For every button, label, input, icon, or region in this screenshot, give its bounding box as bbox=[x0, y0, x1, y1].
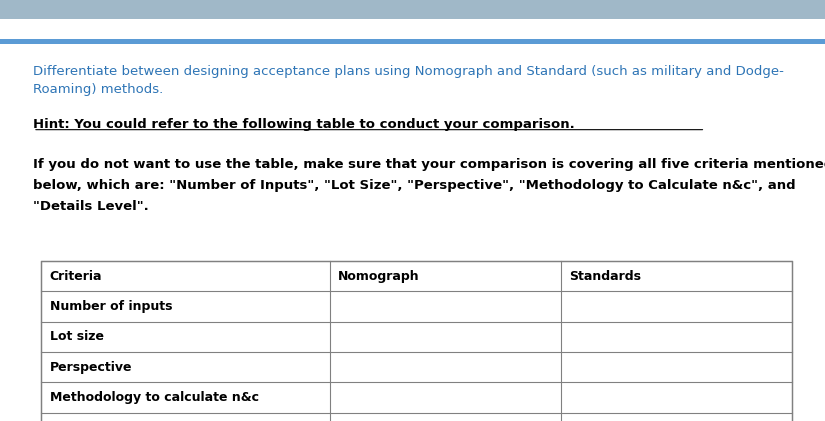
Text: Lot size: Lot size bbox=[50, 330, 103, 343]
Text: Perspective: Perspective bbox=[50, 361, 132, 373]
Text: below, which are: "Number of Inputs", "Lot Size", "Perspective", "Methodology to: below, which are: "Number of Inputs", "L… bbox=[33, 179, 795, 192]
Text: Differentiate between designing acceptance plans using Nomograph and Standard (s: Differentiate between designing acceptan… bbox=[33, 65, 784, 96]
Text: Number of inputs: Number of inputs bbox=[50, 300, 172, 313]
Text: Hint: You could refer to the following table to conduct your comparison.: Hint: You could refer to the following t… bbox=[33, 118, 575, 131]
Text: If you do not want to use the table, make sure that your comparison is covering : If you do not want to use the table, mak… bbox=[33, 158, 825, 171]
Text: "Details Level".: "Details Level". bbox=[33, 200, 148, 213]
Text: Nomograph: Nomograph bbox=[338, 270, 420, 282]
Bar bbox=[41, 261, 792, 421]
FancyBboxPatch shape bbox=[0, 0, 825, 19]
Text: Methodology to calculate n&c: Methodology to calculate n&c bbox=[50, 391, 258, 404]
FancyBboxPatch shape bbox=[0, 39, 825, 44]
Text: Standards: Standards bbox=[569, 270, 641, 282]
Text: Criteria: Criteria bbox=[50, 270, 102, 282]
